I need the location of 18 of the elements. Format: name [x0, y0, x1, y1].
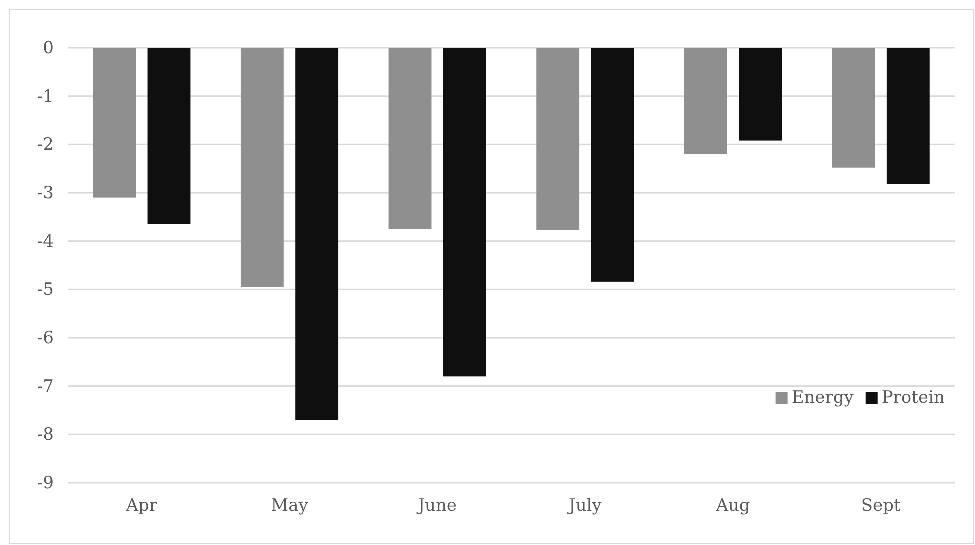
x-tick-label: Aug — [715, 496, 750, 516]
x-tick-label: Apr — [125, 496, 158, 516]
y-tick-label: -6 — [37, 328, 54, 348]
y-tick-label: -8 — [37, 425, 54, 446]
y-tick-label: -9 — [37, 473, 54, 494]
x-tick-label: May — [271, 496, 309, 516]
y-tick-label: -1 — [37, 86, 54, 107]
y-tick-label: -7 — [37, 376, 54, 397]
y-tick-label: -4 — [37, 232, 54, 252]
legend-label: Energy — [792, 388, 854, 408]
legend-label: Protein — [882, 388, 945, 408]
x-tick-label: June — [416, 496, 457, 516]
x-tick-label: July — [567, 496, 602, 516]
x-tick-label: Sept — [861, 496, 901, 516]
y-tick-label: -3 — [37, 183, 54, 204]
y-tick-label: -5 — [37, 280, 54, 300]
y-tick-label: 0 — [43, 38, 54, 58]
y-tick-label: -2 — [37, 135, 54, 156]
